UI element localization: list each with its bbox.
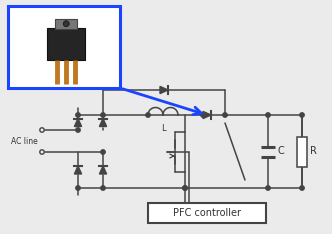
Text: R: R xyxy=(310,146,317,157)
Polygon shape xyxy=(74,166,82,174)
Bar xyxy=(55,19,77,29)
Circle shape xyxy=(300,113,304,117)
Polygon shape xyxy=(99,166,107,174)
Bar xyxy=(148,203,266,223)
Bar xyxy=(297,136,307,167)
Circle shape xyxy=(76,113,80,117)
Circle shape xyxy=(201,113,205,117)
Circle shape xyxy=(63,21,69,27)
Circle shape xyxy=(76,186,80,190)
Circle shape xyxy=(300,186,304,190)
Polygon shape xyxy=(203,111,211,119)
Polygon shape xyxy=(99,118,107,127)
Polygon shape xyxy=(160,86,168,94)
Circle shape xyxy=(183,186,187,190)
Circle shape xyxy=(223,113,227,117)
Circle shape xyxy=(266,113,270,117)
Circle shape xyxy=(146,113,150,117)
Circle shape xyxy=(101,150,105,154)
Text: C: C xyxy=(278,146,285,157)
Circle shape xyxy=(101,186,105,190)
Circle shape xyxy=(266,186,270,190)
Bar xyxy=(8,6,120,88)
Bar xyxy=(47,28,85,60)
Text: AC line: AC line xyxy=(11,136,38,146)
Polygon shape xyxy=(74,118,82,127)
Text: L: L xyxy=(161,124,165,133)
Circle shape xyxy=(101,113,105,117)
Circle shape xyxy=(76,128,80,132)
Text: PFC controller: PFC controller xyxy=(173,208,241,218)
Circle shape xyxy=(183,186,187,190)
